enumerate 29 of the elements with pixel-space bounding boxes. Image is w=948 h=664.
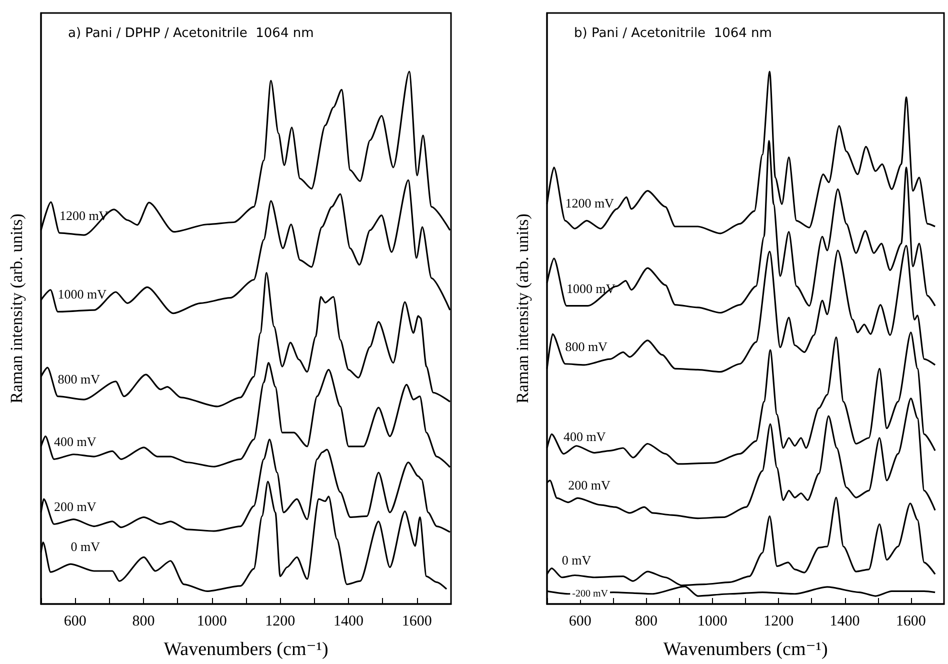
x-tick-label: 1000 [697,614,728,630]
x-tick-label: 800 [635,614,658,630]
series-label: -200 mV [572,588,609,600]
series-label: 1000 mV [58,286,108,302]
x-tick-label: 1400 [830,614,860,630]
x-tick-label: 1200 [764,614,794,630]
y-axis-title: Raman intensity (arb. units) [513,214,532,404]
x-tick-label: 800 [132,614,155,630]
series-label: 1200 mV [565,196,615,211]
series-label: 800 mV [565,338,608,354]
series-label: 400 mV [564,428,606,444]
y-axis-title: Raman intensity (arb. units) [7,214,26,404]
x-tick-label: 1600 [896,614,926,630]
x-tick-label: 600 [568,614,592,630]
chart-title: a) Pani / DPHP / Acetonitrile 1064 nm [68,26,314,41]
x-tick-label: 1200 [265,614,296,630]
series-label: 0 mV [562,552,592,568]
x-tick-label: 600 [64,614,86,630]
x-axis-title: Wavenumbers (cm⁻¹) [164,639,328,660]
chart-title: b) Pani / Acetonitrile 1064 nm [574,26,772,41]
series-label: 200 mV [568,477,612,492]
x-tick-label: 1400 [334,614,364,630]
x-tick-label: 1600 [402,614,432,630]
x-axis-title: Wavenumbers (cm⁻¹) [663,639,828,660]
series-label: 0 mV [70,539,101,554]
x-tick-label: 1000 [196,614,227,630]
series-label: 400 mV [54,434,97,450]
series-label: 800 mV [58,371,101,386]
series-label: 200 mV [54,499,97,514]
